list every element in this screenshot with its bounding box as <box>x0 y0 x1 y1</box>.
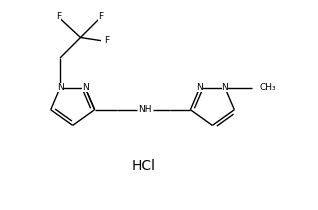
Text: N: N <box>222 83 228 92</box>
Text: NH: NH <box>138 105 152 114</box>
Text: F: F <box>98 12 103 21</box>
Text: CH₃: CH₃ <box>259 83 276 92</box>
Text: N: N <box>82 83 89 92</box>
Text: F: F <box>56 12 61 21</box>
Text: HCl: HCl <box>131 159 155 173</box>
Text: N: N <box>197 83 203 92</box>
Text: F: F <box>104 36 109 45</box>
Text: N: N <box>57 83 64 92</box>
